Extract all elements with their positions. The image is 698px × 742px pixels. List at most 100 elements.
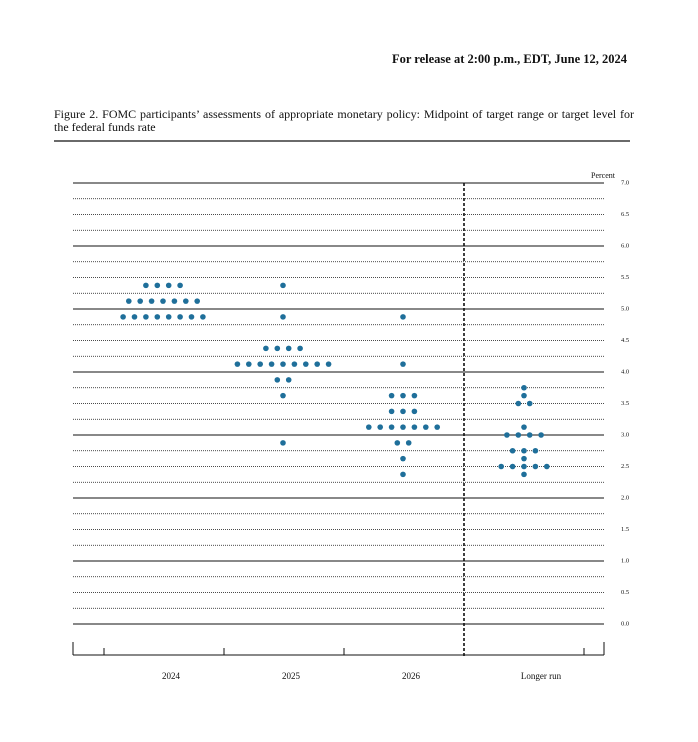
dot	[521, 424, 527, 430]
y-tick-label: 4.5	[621, 337, 629, 344]
dot	[291, 361, 298, 367]
dot	[526, 432, 533, 438]
dot	[268, 361, 275, 367]
x-tick-label: 2025	[282, 671, 301, 681]
dot	[263, 345, 269, 352]
dot	[423, 424, 429, 430]
release-note: For release at 2:00 p.m., EDT, June 12, …	[392, 52, 628, 66]
dot	[394, 440, 401, 446]
dot	[314, 361, 321, 367]
dot	[274, 377, 281, 383]
dot	[400, 408, 406, 415]
dot	[411, 392, 418, 399]
dot	[411, 424, 418, 430]
dot	[544, 463, 550, 470]
dot	[177, 282, 183, 289]
dot	[521, 463, 527, 470]
y-tick-label: 6.5	[621, 211, 629, 218]
dot	[280, 314, 286, 320]
dot	[405, 440, 412, 446]
dot	[297, 345, 303, 352]
dot	[274, 345, 281, 352]
chart-title: Figure 2. FOMC participants’ assessments…	[54, 108, 634, 134]
dot	[137, 298, 143, 304]
caption-box: Figure 2. FOMC participants’ assessments…	[54, 108, 634, 134]
dot	[366, 424, 372, 430]
dot	[280, 361, 286, 367]
y-tick-label: 3.0	[621, 431, 629, 438]
y-tick-label: 5.0	[621, 305, 629, 312]
dot	[521, 455, 527, 462]
dot	[377, 424, 384, 430]
dot	[257, 361, 264, 367]
dot	[154, 314, 161, 320]
y-tick-label: 5.5	[621, 274, 629, 281]
y-tick-label: 0.5	[621, 589, 629, 596]
dot	[388, 424, 395, 430]
dot	[280, 282, 286, 289]
dot	[165, 314, 172, 320]
dot	[526, 400, 533, 407]
y-tick-label: 6.0	[621, 242, 629, 249]
y-tick-label: 4.0	[621, 368, 629, 375]
dot	[400, 455, 406, 462]
dot	[280, 392, 286, 399]
dot	[411, 408, 418, 415]
y-tick-label: 1.0	[621, 557, 629, 564]
dot	[194, 298, 200, 304]
dot	[131, 314, 138, 320]
dot	[400, 314, 406, 320]
dot	[246, 361, 252, 367]
dot	[280, 440, 286, 446]
dot	[504, 432, 510, 438]
dot	[154, 282, 161, 289]
dot	[143, 314, 149, 320]
dot	[515, 432, 522, 438]
y-tick-label: 1.5	[621, 526, 629, 533]
dot	[126, 298, 132, 304]
dot	[143, 282, 149, 289]
dot	[325, 361, 332, 367]
dot	[538, 432, 544, 438]
dot	[160, 298, 166, 304]
dot	[285, 345, 292, 352]
dot	[515, 400, 522, 407]
x-tick-label: 2024	[162, 671, 181, 681]
y-tick-label: 3.5	[621, 400, 629, 407]
dot	[177, 314, 183, 320]
x-tick-label: Longer run	[521, 671, 562, 681]
dot	[521, 392, 527, 399]
dot	[303, 361, 309, 367]
dot	[234, 361, 241, 367]
y-tick-label: 2.0	[621, 494, 629, 501]
dot	[509, 463, 516, 470]
dot	[532, 463, 539, 470]
y-tick-label: 2.5	[621, 463, 629, 470]
dot	[165, 282, 172, 289]
dot	[285, 377, 292, 383]
dot	[498, 463, 505, 470]
x-tick-label: 2026	[402, 671, 421, 681]
dot	[521, 384, 527, 391]
dot	[188, 314, 195, 320]
dot	[120, 314, 126, 320]
y-tick-label: 0.0	[621, 620, 629, 627]
dot	[400, 471, 406, 478]
dot	[509, 447, 516, 454]
dot	[434, 424, 441, 430]
dot	[388, 392, 395, 399]
dot	[521, 471, 527, 478]
y-axis-label: Percent	[591, 171, 616, 180]
dot	[532, 447, 539, 454]
dot	[400, 424, 406, 430]
dot	[388, 408, 395, 415]
dot	[521, 447, 527, 454]
y-tick-label: 7.0	[621, 179, 629, 186]
dot	[400, 361, 406, 367]
dot	[171, 298, 178, 304]
dot	[183, 298, 189, 304]
dot	[200, 314, 206, 320]
dot	[148, 298, 155, 304]
